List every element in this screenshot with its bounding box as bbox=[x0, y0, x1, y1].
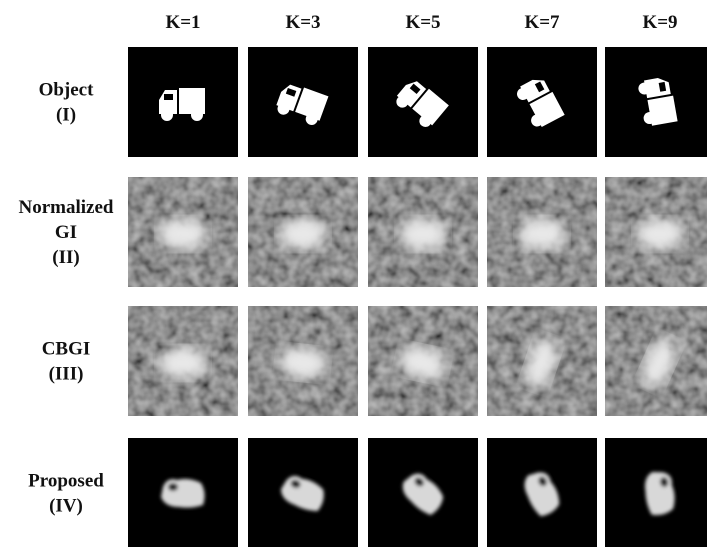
truck-window bbox=[164, 94, 173, 100]
blob bbox=[159, 218, 207, 250]
row-label: CBGI bbox=[42, 339, 91, 360]
blob bbox=[399, 218, 447, 250]
reconstruction-tile bbox=[605, 177, 707, 287]
proposed-tile bbox=[487, 438, 597, 547]
reconstruction-tile bbox=[248, 306, 358, 416]
row-label: GI bbox=[55, 222, 77, 243]
blob bbox=[518, 218, 566, 250]
reconstruction-tile bbox=[128, 177, 238, 287]
truck-wheel bbox=[161, 109, 173, 121]
column-header: K=7 bbox=[524, 12, 560, 33]
proposed-tile bbox=[605, 438, 707, 547]
reconstruction-tile bbox=[605, 306, 707, 416]
row-label: Object bbox=[39, 80, 95, 101]
blob bbox=[159, 347, 207, 379]
row-label: (IV) bbox=[49, 496, 83, 517]
object-tile bbox=[368, 47, 478, 157]
row-label: (III) bbox=[49, 364, 84, 385]
reconstruction-tile bbox=[487, 177, 597, 287]
blob-shape bbox=[161, 479, 205, 508]
column-header: K=1 bbox=[165, 12, 200, 33]
truck-box bbox=[179, 88, 205, 114]
object-tile bbox=[487, 47, 597, 157]
reconstruction-tile bbox=[368, 306, 478, 416]
reconstruction-tile bbox=[128, 306, 238, 416]
blob bbox=[636, 218, 684, 250]
column-header: K=5 bbox=[405, 12, 440, 33]
object-tile bbox=[605, 47, 707, 157]
blob bbox=[279, 218, 327, 250]
column-header: K=3 bbox=[285, 12, 320, 33]
proposed-blob bbox=[161, 479, 205, 508]
blob-hole bbox=[168, 483, 178, 491]
reconstruction-tile bbox=[487, 306, 597, 416]
row-label: Normalized bbox=[19, 197, 114, 218]
proposed-tile bbox=[368, 438, 478, 547]
column-header: K=9 bbox=[642, 12, 677, 33]
row-label: (I) bbox=[56, 105, 76, 126]
reconstruction-tile bbox=[368, 177, 478, 287]
figure: K=1 K=3 K=5 K=7 K=9 Object (I) Normalized GI (II)… bbox=[0, 0, 707, 547]
proposed-tile bbox=[248, 438, 358, 547]
row-label: Proposed bbox=[28, 471, 104, 492]
row-label: (II) bbox=[52, 247, 79, 268]
proposed-tile bbox=[128, 438, 238, 547]
object-tile bbox=[248, 47, 358, 157]
reconstruction-tile bbox=[248, 177, 358, 287]
truck-wheel bbox=[191, 109, 203, 121]
object-tile bbox=[128, 47, 238, 157]
